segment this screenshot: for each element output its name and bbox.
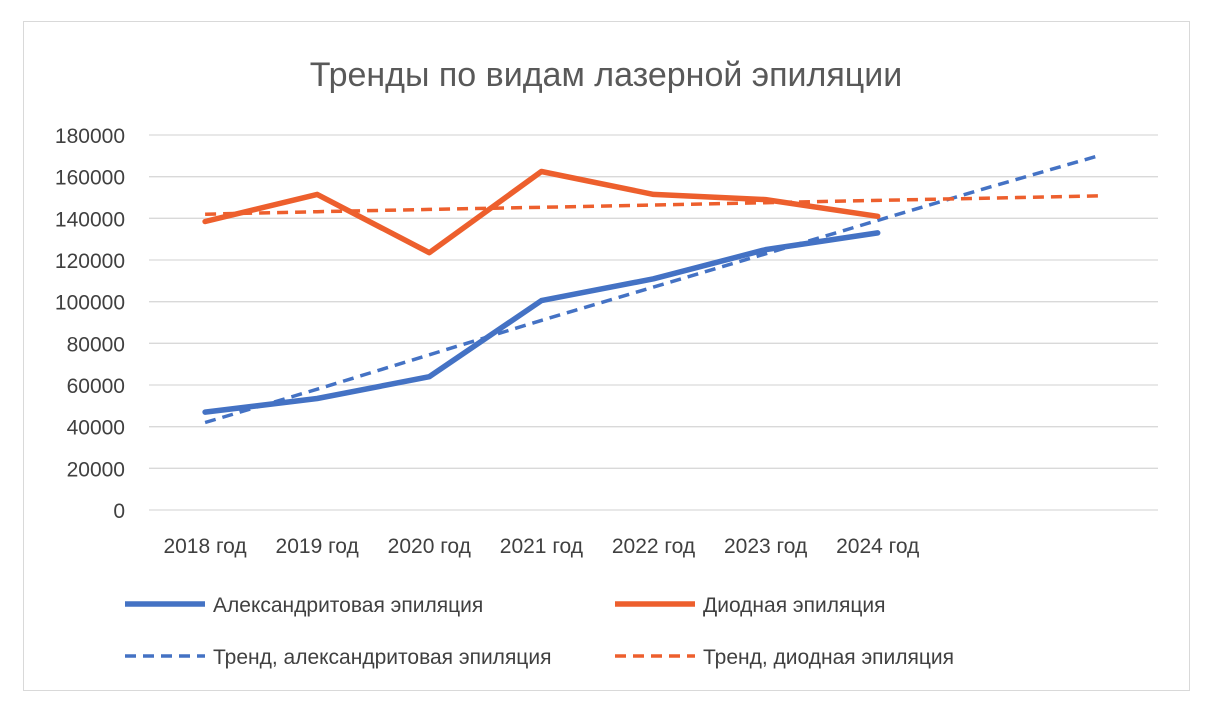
x-tick-label: 2019 год — [276, 535, 359, 558]
y-tick-label: 100000 — [55, 292, 125, 315]
gridlines — [149, 134, 1158, 511]
legend-label: Тренд, диодная эпиляция — [703, 646, 954, 669]
y-tick-label: 120000 — [55, 250, 125, 273]
y-tick-label: 160000 — [55, 167, 125, 190]
x-axis-ticks: 2018 год 2019 год 2020 год 2021 год 2022 год… — [163, 535, 919, 558]
x-tick-label: 2024 год — [836, 535, 919, 558]
legend-item-1: Диодная эпиляция — [615, 594, 885, 617]
y-tick-label: 80000 — [67, 333, 125, 356]
legend-item-0: Александритовая эпиляция — [125, 594, 483, 617]
y-tick-label: 180000 — [55, 125, 125, 148]
y-tick-label: 140000 — [55, 208, 125, 231]
chart-frame — [23, 21, 1190, 691]
y-tick-label: 60000 — [67, 375, 125, 398]
x-tick-label: 2018 год — [163, 535, 246, 558]
series-lines — [202, 153, 1103, 425]
legend-label: Диодная эпиляция — [703, 594, 885, 617]
x-tick-label: 2022 год — [612, 535, 695, 558]
y-tick-label: 40000 — [67, 417, 125, 440]
y-tick-label: 0 — [113, 500, 125, 523]
legend: Александритовая эпиляция Диодная эпиляция… — [125, 594, 954, 669]
legend-label: Александритовая эпиляция — [213, 594, 483, 617]
chart-title: Тренды по видам лазерной эпиляции — [310, 56, 903, 94]
legend-label: Тренд, александритовая эпиляция — [213, 646, 551, 669]
legend-item-3: Тренд, диодная эпиляция — [615, 646, 954, 669]
x-tick-label: 2021 год — [500, 535, 583, 558]
x-tick-label: 2020 год — [388, 535, 471, 558]
series-line-1 — [202, 168, 881, 256]
legend-item-2: Тренд, александритовая эпиляция — [125, 646, 551, 669]
x-tick-label: 2023 год — [724, 535, 807, 558]
series-line-0 — [202, 230, 881, 415]
y-axis-ticks: 0 20000 40000 60000 80000 100000 120000 140000 1… — [55, 125, 125, 523]
y-tick-label: 20000 — [67, 458, 125, 481]
